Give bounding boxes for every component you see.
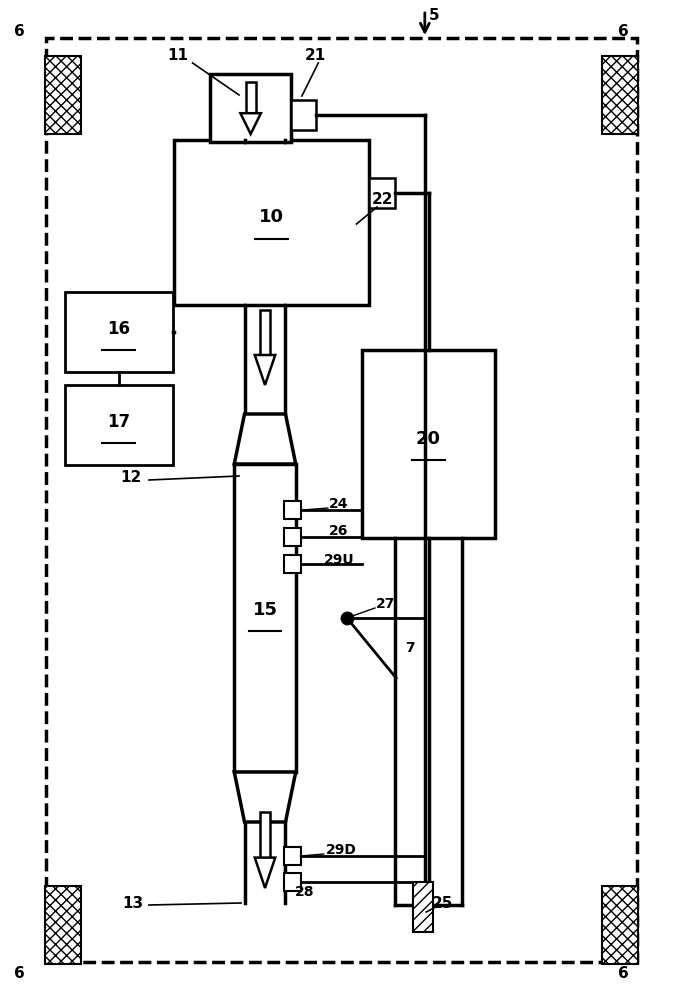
Bar (413, 882, 433, 932)
Polygon shape (240, 113, 261, 134)
Bar (174, 140, 369, 305)
Text: 29U: 29U (324, 553, 354, 567)
Text: 20: 20 (416, 430, 441, 448)
Bar (45, 886, 81, 964)
Text: 12: 12 (120, 471, 142, 486)
Text: 10: 10 (259, 209, 284, 227)
Text: 7: 7 (405, 641, 415, 655)
Bar (284, 873, 301, 891)
Text: 25: 25 (432, 896, 454, 910)
Text: 24: 24 (329, 497, 349, 511)
Text: 6: 6 (618, 966, 629, 982)
Bar (260, 812, 270, 858)
Bar (46, 38, 637, 962)
Bar (602, 886, 638, 964)
Bar (234, 464, 296, 772)
Text: 16: 16 (107, 320, 130, 338)
Bar (291, 100, 316, 130)
Bar (369, 178, 395, 208)
Bar (284, 555, 301, 573)
Polygon shape (234, 772, 296, 822)
Bar (602, 56, 638, 134)
Polygon shape (234, 414, 296, 464)
Text: 26: 26 (329, 524, 348, 538)
Text: 27: 27 (376, 597, 395, 611)
Bar (284, 847, 301, 865)
Bar (45, 56, 81, 134)
Text: 6: 6 (14, 24, 25, 39)
Bar (65, 385, 173, 465)
Bar (284, 501, 301, 519)
Bar (210, 74, 291, 142)
Text: 6: 6 (618, 24, 629, 39)
Polygon shape (255, 355, 275, 385)
Text: 22: 22 (372, 192, 393, 208)
Bar (284, 528, 301, 546)
Text: 28: 28 (295, 885, 315, 899)
Text: 11: 11 (167, 48, 188, 64)
Polygon shape (255, 858, 275, 888)
Bar (260, 310, 270, 355)
Text: 21: 21 (305, 48, 326, 64)
Text: 5: 5 (429, 8, 440, 23)
Bar (362, 350, 495, 538)
Text: 15: 15 (253, 601, 277, 619)
Text: 29D: 29D (326, 843, 357, 857)
Text: 13: 13 (122, 896, 143, 910)
Text: 17: 17 (107, 413, 130, 431)
Bar (65, 292, 173, 372)
Bar (246, 82, 255, 113)
Text: 6: 6 (14, 966, 25, 982)
